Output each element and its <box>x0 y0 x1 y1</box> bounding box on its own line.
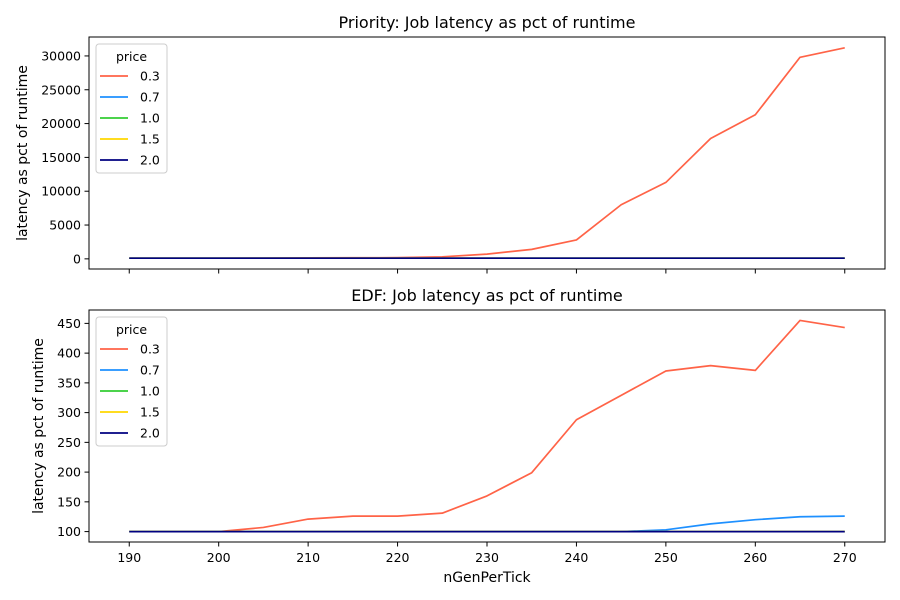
y-tick-label: 100 <box>57 524 81 539</box>
plot-area: 0 5000 10000 15000 20000 25000 30000 <box>41 36 886 274</box>
legend-label: 2.0 <box>140 426 160 441</box>
x-tick-label: 270 <box>833 550 857 565</box>
y-tick-label: 150 <box>57 494 81 509</box>
legend-label: 1.5 <box>140 405 160 420</box>
y-tick-label: 200 <box>57 465 81 480</box>
legend-label: 1.0 <box>140 384 160 399</box>
legend-title: price <box>116 322 147 337</box>
x-tick-label: 190 <box>117 550 141 565</box>
x-tick-label: 210 <box>296 550 320 565</box>
y-tick-label: 30000 <box>41 48 81 63</box>
y-tick-label: 450 <box>57 316 81 331</box>
y-tick-label: 20000 <box>41 116 81 131</box>
y-axis-label: latency as pct of runtime <box>31 338 47 514</box>
y-tick-label: 350 <box>57 375 81 390</box>
x-tick-label: 220 <box>386 550 410 565</box>
y-tick-label: 250 <box>57 435 81 450</box>
legend-label: 1.5 <box>140 132 160 147</box>
legend-title: price <box>116 49 147 64</box>
y-tick-label: 5000 <box>49 218 81 233</box>
y-tick-label: 0 <box>73 251 81 266</box>
x-tick-label: 240 <box>565 550 589 565</box>
legend: price 0.3 0.7 1.0 1.5 2.0 <box>95 43 168 174</box>
y-tick-label: 15000 <box>41 150 81 165</box>
legend-label: 1.0 <box>140 111 160 126</box>
legend-label: 0.3 <box>140 69 160 84</box>
legend-label: 2.0 <box>140 153 160 168</box>
y-tick-label: 300 <box>57 405 81 420</box>
legend-label: 0.3 <box>140 342 160 357</box>
series-line-0.3 <box>129 319 845 533</box>
chart-priority: Priority: Job latency as pct of runtime … <box>15 13 886 274</box>
y-tick-label: 10000 <box>41 184 81 199</box>
x-tick-label: 260 <box>743 550 767 565</box>
y-axis-label: latency as pct of runtime <box>15 65 31 241</box>
legend: price 0.3 0.7 1.0 1.5 2.0 <box>95 316 168 447</box>
x-tick-label: 230 <box>475 550 499 565</box>
legend-label: 0.7 <box>140 90 160 105</box>
x-tick-label: 200 <box>207 550 231 565</box>
chart-edf: EDF: Job latency as pct of runtime 190 20… <box>31 286 886 586</box>
y-tick-label: 25000 <box>41 82 81 97</box>
chart-title: EDF: Job latency as pct of runtime <box>351 286 623 305</box>
y-tick-label: 400 <box>57 346 81 361</box>
legend-label: 0.7 <box>140 363 160 378</box>
chart-title: Priority: Job latency as pct of runtime <box>339 13 636 32</box>
x-tick-label: 250 <box>654 550 678 565</box>
x-axis-label: nGenPerTick <box>443 570 531 586</box>
plot-area: 190 200 210 220 230 240 250 260 270 100 150 200 250 3… <box>57 309 886 565</box>
